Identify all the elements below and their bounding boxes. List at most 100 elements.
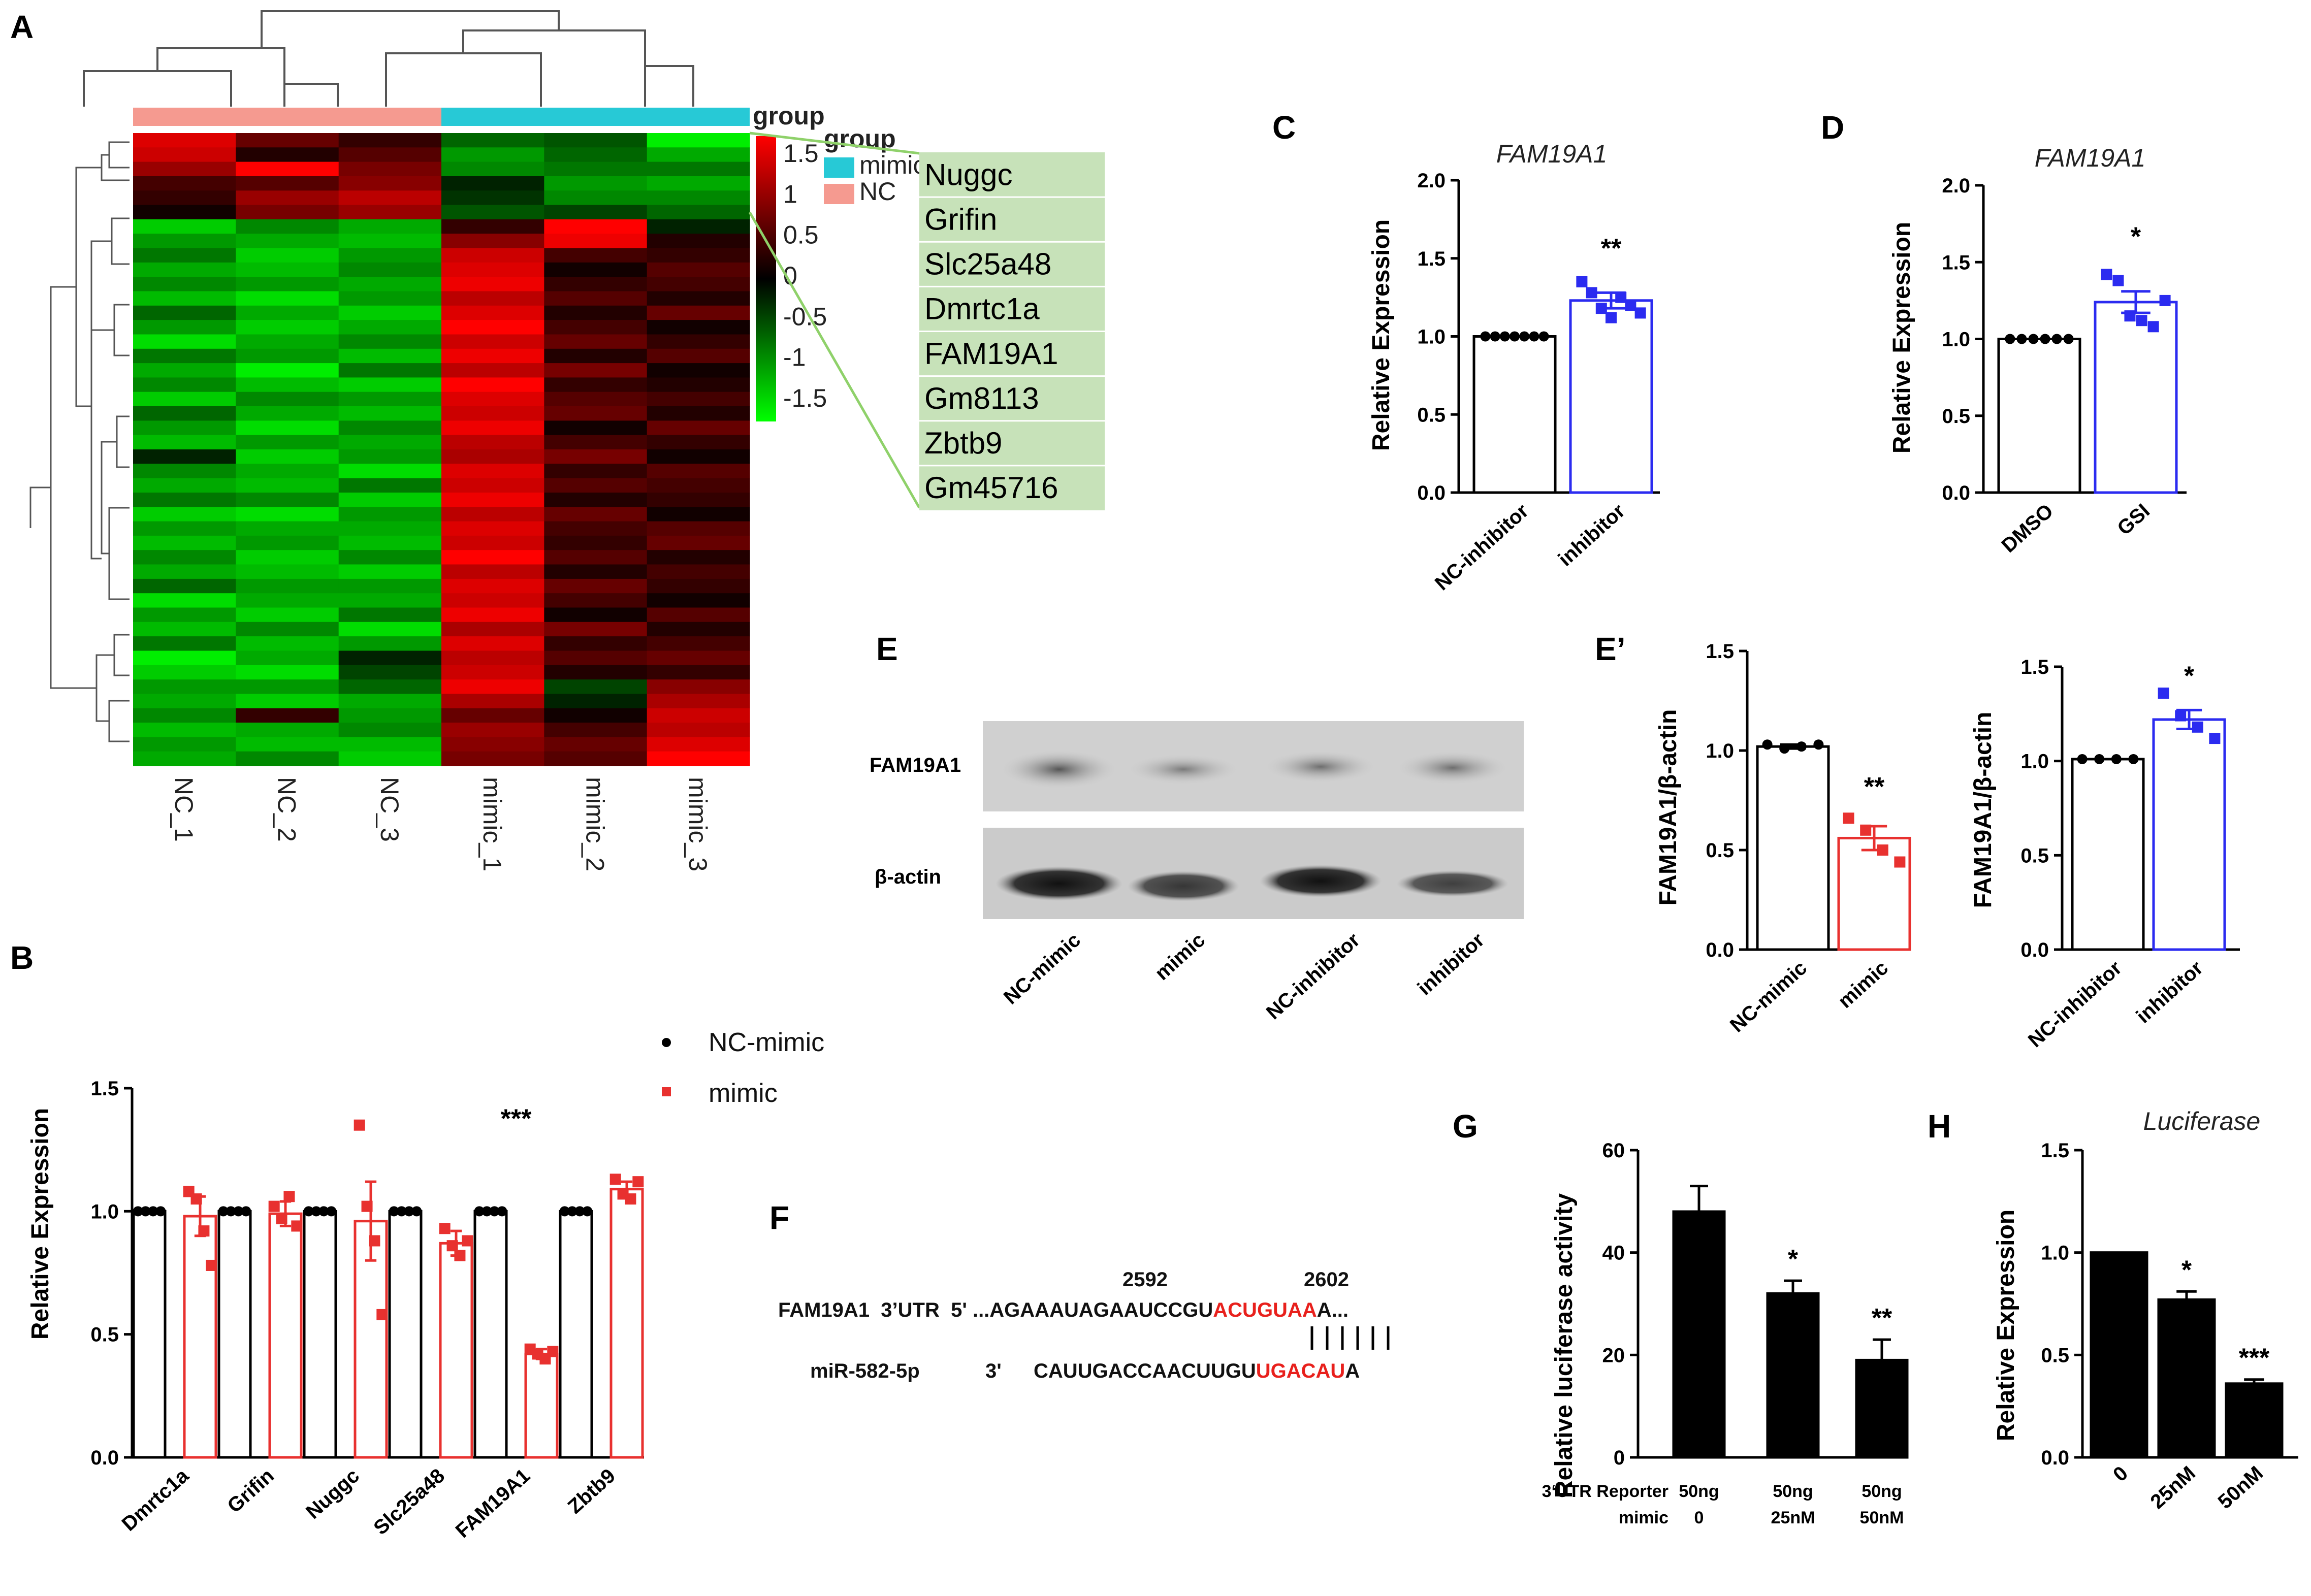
heatmap-cell bbox=[647, 507, 750, 522]
ep-right-category-label: NC-inhibitor bbox=[2024, 957, 2126, 1052]
b-nc-mimic-data-point bbox=[489, 1206, 500, 1217]
d-data-point bbox=[2112, 275, 2124, 286]
heatmap-cell bbox=[441, 622, 544, 637]
heatmap-cell bbox=[236, 219, 339, 234]
c-data-point bbox=[1480, 331, 1491, 342]
heatmap-cell bbox=[647, 133, 750, 148]
heatmap-cell bbox=[647, 636, 750, 651]
b-y-tick-label: 1.5 bbox=[90, 1078, 119, 1100]
heatmap-cell bbox=[133, 420, 236, 436]
ep-left-category-label: mimic bbox=[1834, 957, 1892, 1013]
heatmap-cell bbox=[236, 535, 339, 550]
base-pairing-lines bbox=[1310, 1326, 1390, 1350]
ep-right-bar bbox=[2071, 758, 2145, 951]
c-data-point bbox=[1499, 331, 1510, 342]
heatmap-cell bbox=[133, 478, 236, 493]
heatmap-cell bbox=[647, 176, 750, 191]
b-mimic-data-point bbox=[276, 1213, 287, 1224]
heatmap-cell bbox=[441, 392, 544, 407]
band-actin-lane4 bbox=[1397, 870, 1508, 897]
heatmap-cell bbox=[441, 464, 544, 479]
heatmap-cell bbox=[133, 449, 236, 464]
b-significance: *** bbox=[501, 1104, 532, 1134]
heatmap-cell bbox=[647, 593, 750, 608]
b-nc-mimic-data-point bbox=[155, 1206, 166, 1217]
heatmap-cell bbox=[236, 679, 339, 694]
color-scale-tick: 1 bbox=[783, 180, 797, 208]
heatmap-cell bbox=[647, 219, 750, 234]
heatmap-cell bbox=[133, 291, 236, 306]
b-nc-mimic-data-point bbox=[389, 1206, 399, 1217]
b-category-label: Zbtb9 bbox=[564, 1464, 620, 1518]
d-data-point bbox=[2051, 334, 2062, 344]
b-nc-mimic-data-point bbox=[241, 1206, 251, 1217]
g-row-values: 50ng 50ng 50ng 0 25nM 50nM bbox=[1679, 1482, 1904, 1527]
heatmap-cell bbox=[441, 507, 544, 522]
c-data-point bbox=[1519, 331, 1530, 342]
heatmap-cell bbox=[236, 392, 339, 407]
b-category-label: Grifin bbox=[223, 1464, 278, 1517]
b-nc-mimic-bar bbox=[217, 1210, 252, 1459]
d-data-point bbox=[2147, 321, 2159, 333]
heatmap-column-label: NC_2 bbox=[273, 777, 301, 842]
color-scale-tick: -1 bbox=[783, 343, 806, 372]
heatmap-cell bbox=[441, 176, 544, 191]
c-data-point bbox=[1529, 331, 1539, 342]
heatmap-cell bbox=[544, 133, 648, 148]
heatmap-cell bbox=[236, 176, 339, 191]
heatmap-cell bbox=[544, 377, 648, 393]
g-bar bbox=[1672, 1210, 1726, 1459]
d-data-point bbox=[2159, 295, 2171, 306]
panel-label-c: C bbox=[1272, 109, 1296, 146]
h-ylabel: Relative Expression bbox=[1993, 1210, 2019, 1441]
heatmap-cell bbox=[647, 464, 750, 479]
heatmap-cell bbox=[441, 190, 544, 206]
heatmap-cell bbox=[338, 593, 442, 608]
b-mimic-data-point bbox=[198, 1225, 210, 1237]
heatmap-cell bbox=[338, 507, 442, 522]
heatmap-cell bbox=[441, 535, 544, 550]
heatmap-cell bbox=[133, 234, 236, 249]
heatmap-cell bbox=[236, 737, 339, 752]
heatmap-cell bbox=[544, 420, 648, 436]
g-y-tick-label: 20 bbox=[1602, 1344, 1625, 1366]
blot-label-fam19a1: FAM19A1 bbox=[870, 754, 961, 776]
heatmap-cell bbox=[544, 305, 648, 320]
utr-seq-end: A... bbox=[1317, 1299, 1349, 1321]
b-mimic-data-point bbox=[206, 1259, 217, 1271]
c-data-point bbox=[1625, 300, 1636, 311]
b-ylabel: Relative Expression bbox=[27, 1108, 54, 1340]
d-y-tick-label: 0.0 bbox=[1942, 482, 1970, 504]
heatmap-cells bbox=[133, 133, 750, 766]
heatmap-cell bbox=[647, 147, 750, 162]
heatmap-cell bbox=[133, 622, 236, 637]
b-nc-mimic-data-point bbox=[218, 1206, 229, 1217]
heatmap-cell bbox=[544, 406, 648, 421]
heatmap-cell bbox=[236, 464, 339, 479]
gene-list-item: Grifin bbox=[924, 203, 997, 237]
ep-right-y-tick-label: 1.5 bbox=[2020, 656, 2049, 678]
heatmap-cell bbox=[338, 564, 442, 579]
b-mimic-bar bbox=[268, 1212, 303, 1459]
ep-left-data-point bbox=[1877, 844, 1888, 856]
utr-sequence-line: FAM19A1 3’UTR 5' ...AGAAAUAGAAUCCGUACUGU… bbox=[778, 1299, 1349, 1321]
band-actin-lane1 bbox=[996, 866, 1122, 901]
d-title: FAM19A1 bbox=[2035, 144, 2146, 172]
b-nc-mimic-data-point bbox=[311, 1206, 322, 1217]
heatmap-cell bbox=[647, 190, 750, 206]
b-nc-mimic-data-point bbox=[574, 1206, 585, 1217]
c-data-point bbox=[1510, 331, 1520, 342]
h-bar bbox=[2157, 1298, 2216, 1459]
ep-left-ylabel: FAM19A1/β-actin bbox=[1655, 709, 1682, 906]
heatmap-cell bbox=[236, 363, 339, 378]
ep-left-bar bbox=[1837, 836, 1911, 951]
b-category-label: Dmrtc1a bbox=[118, 1464, 194, 1535]
heatmap-cell bbox=[338, 578, 442, 594]
c-significance: ** bbox=[1601, 234, 1622, 263]
b-nc-mimic-bar bbox=[132, 1210, 167, 1459]
heatmap-cell bbox=[338, 147, 442, 162]
b-nc-mimic-data-point bbox=[326, 1206, 337, 1217]
heatmap-cell bbox=[338, 521, 442, 536]
d-data-point bbox=[2136, 315, 2147, 327]
